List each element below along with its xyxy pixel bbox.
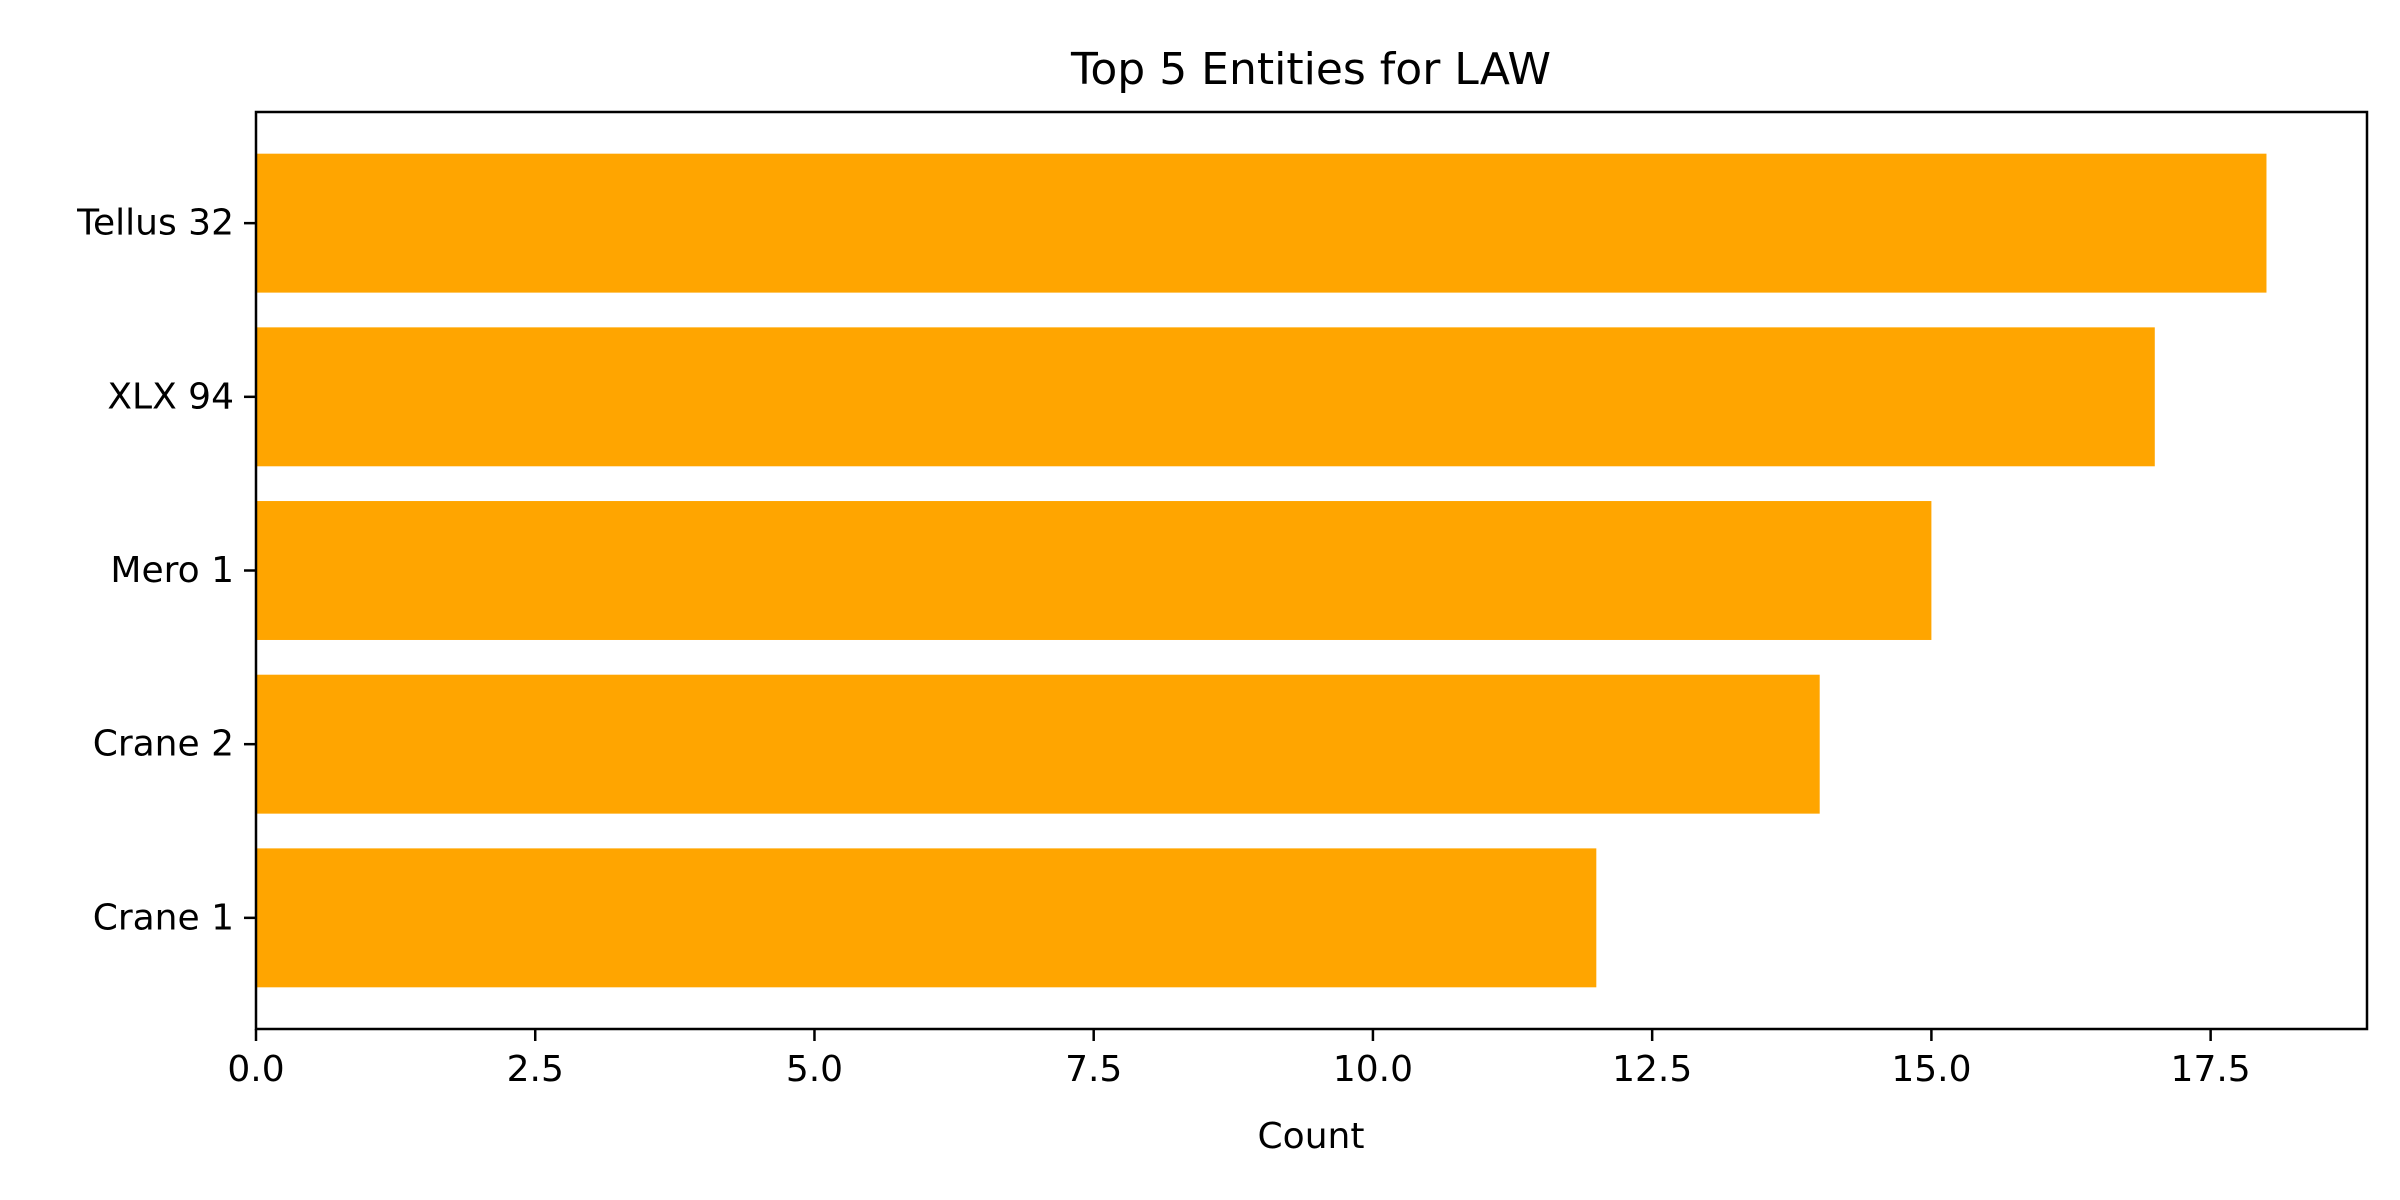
x-tick-label: 7.5 bbox=[1065, 1049, 1122, 1090]
bar bbox=[256, 501, 1932, 640]
y-axis-ticks: Tellus 32 XLX 94 Mero 1 Crane 2 Crane 1 bbox=[76, 203, 256, 938]
y-tick-label: XLX 94 bbox=[107, 376, 234, 417]
x-tick-label: 10.0 bbox=[1333, 1049, 1413, 1090]
y-tick-label: Mero 1 bbox=[110, 550, 234, 591]
bar bbox=[256, 153, 2267, 293]
x-tick-label: 5.0 bbox=[786, 1049, 843, 1090]
x-tick-label: 0.0 bbox=[227, 1049, 284, 1090]
x-tick-label: 15.0 bbox=[1891, 1049, 1971, 1090]
y-tick-label: Tellus 32 bbox=[76, 203, 234, 244]
x-axis-ticks: 0.0 2.5 5.0 7.5 10.0 12.5 15.0 17.5 bbox=[227, 1029, 2251, 1090]
y-tick-label: Crane 1 bbox=[93, 897, 234, 938]
x-tick-label: 12.5 bbox=[1612, 1049, 1692, 1090]
x-tick-label: 2.5 bbox=[507, 1049, 564, 1090]
chart-title: Top 5 Entities for LAW bbox=[1070, 44, 1551, 95]
plot-frame bbox=[254, 110, 2369, 1031]
bar bbox=[256, 327, 2155, 467]
x-axis-label: Count bbox=[1258, 1116, 1365, 1157]
bar-group bbox=[256, 153, 2267, 988]
bar bbox=[256, 848, 1597, 988]
bar bbox=[256, 674, 1820, 814]
y-tick-label: Crane 2 bbox=[93, 724, 234, 765]
x-tick-label: 17.5 bbox=[2171, 1049, 2251, 1090]
